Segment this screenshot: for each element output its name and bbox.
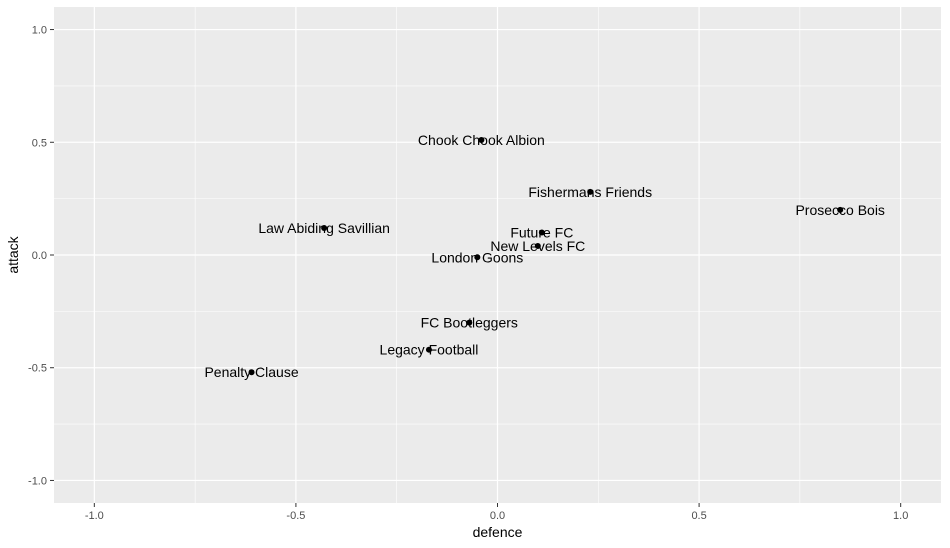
x-tick-label: 0.0 xyxy=(490,510,505,522)
y-axis-title: attack xyxy=(5,235,21,273)
data-point-label: Future FC xyxy=(510,224,573,240)
x-axis-title: defence xyxy=(473,524,523,540)
data-point xyxy=(534,242,541,249)
data-point xyxy=(837,206,844,213)
y-tick-label: 0.0 xyxy=(32,250,47,262)
data-point-label: London Goons xyxy=(431,249,523,265)
major-gridlines xyxy=(54,7,941,503)
data-point xyxy=(587,188,594,195)
data-point-label: Penalty Clause xyxy=(204,364,298,380)
data-point xyxy=(466,319,473,326)
y-tick-label: -0.5 xyxy=(28,363,47,375)
data-point xyxy=(248,369,255,376)
data-points xyxy=(248,137,844,376)
x-tick-label: -1.0 xyxy=(85,510,104,522)
point-labels: Chook Chook Albion Fishermans Friends Pros… xyxy=(204,132,884,380)
data-point xyxy=(321,224,328,231)
data-point xyxy=(478,137,485,144)
y-tick-label: 1.0 xyxy=(32,25,47,37)
data-point-label: Chook Chook Albion xyxy=(418,132,545,148)
data-point xyxy=(538,229,545,236)
y-axis-ticks: -1.0 -0.5 0.0 0.5 1.0 xyxy=(28,25,54,487)
data-point-label: FC Bootleggers xyxy=(421,315,518,331)
data-point-label: Prosecco Bois xyxy=(795,202,884,218)
data-point xyxy=(425,346,432,353)
data-point-label: Fishermans Friends xyxy=(528,184,652,200)
data-point xyxy=(474,254,481,261)
x-tick-label: 0.5 xyxy=(691,510,706,522)
x-axis-ticks: -1.0 -0.5 0.0 0.5 1.0 xyxy=(85,503,908,522)
x-tick-label: -0.5 xyxy=(286,510,305,522)
data-point-label: New Levels FC xyxy=(490,238,585,254)
data-point-label: Legacy Football xyxy=(380,342,479,358)
data-point-label: Law Abiding Savillian xyxy=(258,220,390,236)
y-tick-label: 0.5 xyxy=(32,137,47,149)
x-tick-label: 1.0 xyxy=(893,510,908,522)
y-tick-label: -1.0 xyxy=(28,475,47,487)
